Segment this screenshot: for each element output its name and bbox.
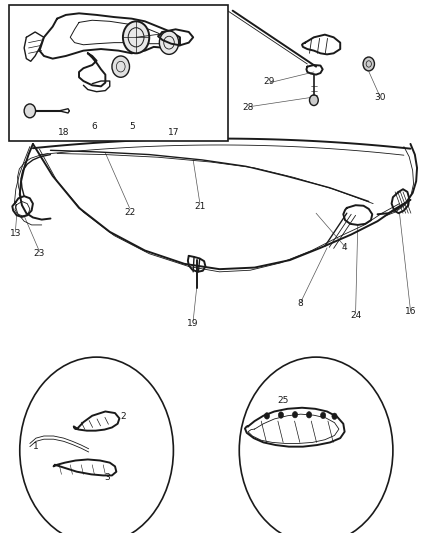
Text: 24: 24 [349, 311, 360, 320]
Circle shape [292, 411, 297, 418]
Circle shape [362, 57, 374, 71]
Text: 13: 13 [10, 229, 21, 238]
Circle shape [24, 104, 35, 118]
Bar [9, 5, 228, 141]
Text: 16: 16 [404, 308, 415, 316]
Circle shape [264, 413, 269, 419]
Text: 21: 21 [194, 203, 205, 211]
Circle shape [320, 412, 325, 418]
Text: 3: 3 [104, 473, 110, 481]
Text: 30: 30 [373, 93, 385, 101]
Text: 5: 5 [128, 122, 134, 131]
Text: 6: 6 [91, 122, 97, 131]
Text: 23: 23 [34, 249, 45, 257]
Circle shape [112, 56, 129, 77]
Circle shape [20, 357, 173, 533]
Circle shape [239, 357, 392, 533]
Circle shape [123, 21, 149, 53]
Text: 22: 22 [124, 208, 135, 216]
Circle shape [309, 95, 318, 106]
Circle shape [278, 412, 283, 418]
Text: 17: 17 [167, 128, 179, 136]
Text: 1: 1 [33, 442, 39, 451]
Text: 28: 28 [242, 103, 253, 112]
Circle shape [306, 411, 311, 418]
Circle shape [159, 31, 178, 54]
Text: 25: 25 [277, 397, 288, 405]
Text: 2: 2 [120, 413, 125, 421]
Circle shape [331, 413, 336, 419]
Text: 8: 8 [297, 300, 303, 308]
Text: 18: 18 [58, 128, 69, 136]
Text: 4: 4 [341, 244, 346, 252]
Text: 19: 19 [187, 319, 198, 328]
Text: 29: 29 [262, 77, 274, 86]
